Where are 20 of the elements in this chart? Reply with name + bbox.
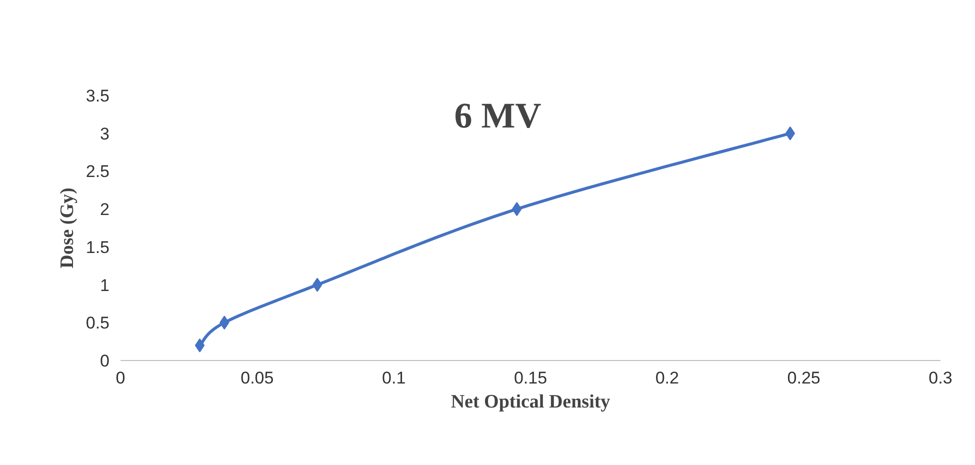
x-tick-label: 0.15	[514, 368, 548, 388]
y-tick-label: 2	[100, 200, 110, 220]
y-tick-label: 1.5	[86, 238, 110, 257]
x-tick-label: 0.05	[240, 368, 274, 388]
point	[312, 278, 322, 292]
y-tick-label: 0.5	[86, 314, 110, 333]
chart-title: 6 MV	[454, 96, 542, 136]
y-tick-label: 0	[100, 352, 110, 370]
x-tick-label: 0.25	[787, 368, 820, 388]
y-tick-label: 3	[100, 124, 110, 144]
x-axis-title: Net Optical Density	[450, 392, 611, 412]
y-tick-label: 3.5	[86, 86, 110, 106]
x-tick-label: 0.1	[382, 368, 406, 388]
x-tick-label: 0.2	[655, 368, 679, 388]
y-axis-title: Dose (Gy)	[56, 188, 78, 268]
x-tick-label: 0	[116, 368, 126, 388]
point	[194, 338, 205, 352]
y-tick-label: 1	[100, 276, 110, 295]
x-tick-label: 0.3	[928, 368, 952, 388]
y-tick-label: 2.5	[86, 162, 110, 182]
